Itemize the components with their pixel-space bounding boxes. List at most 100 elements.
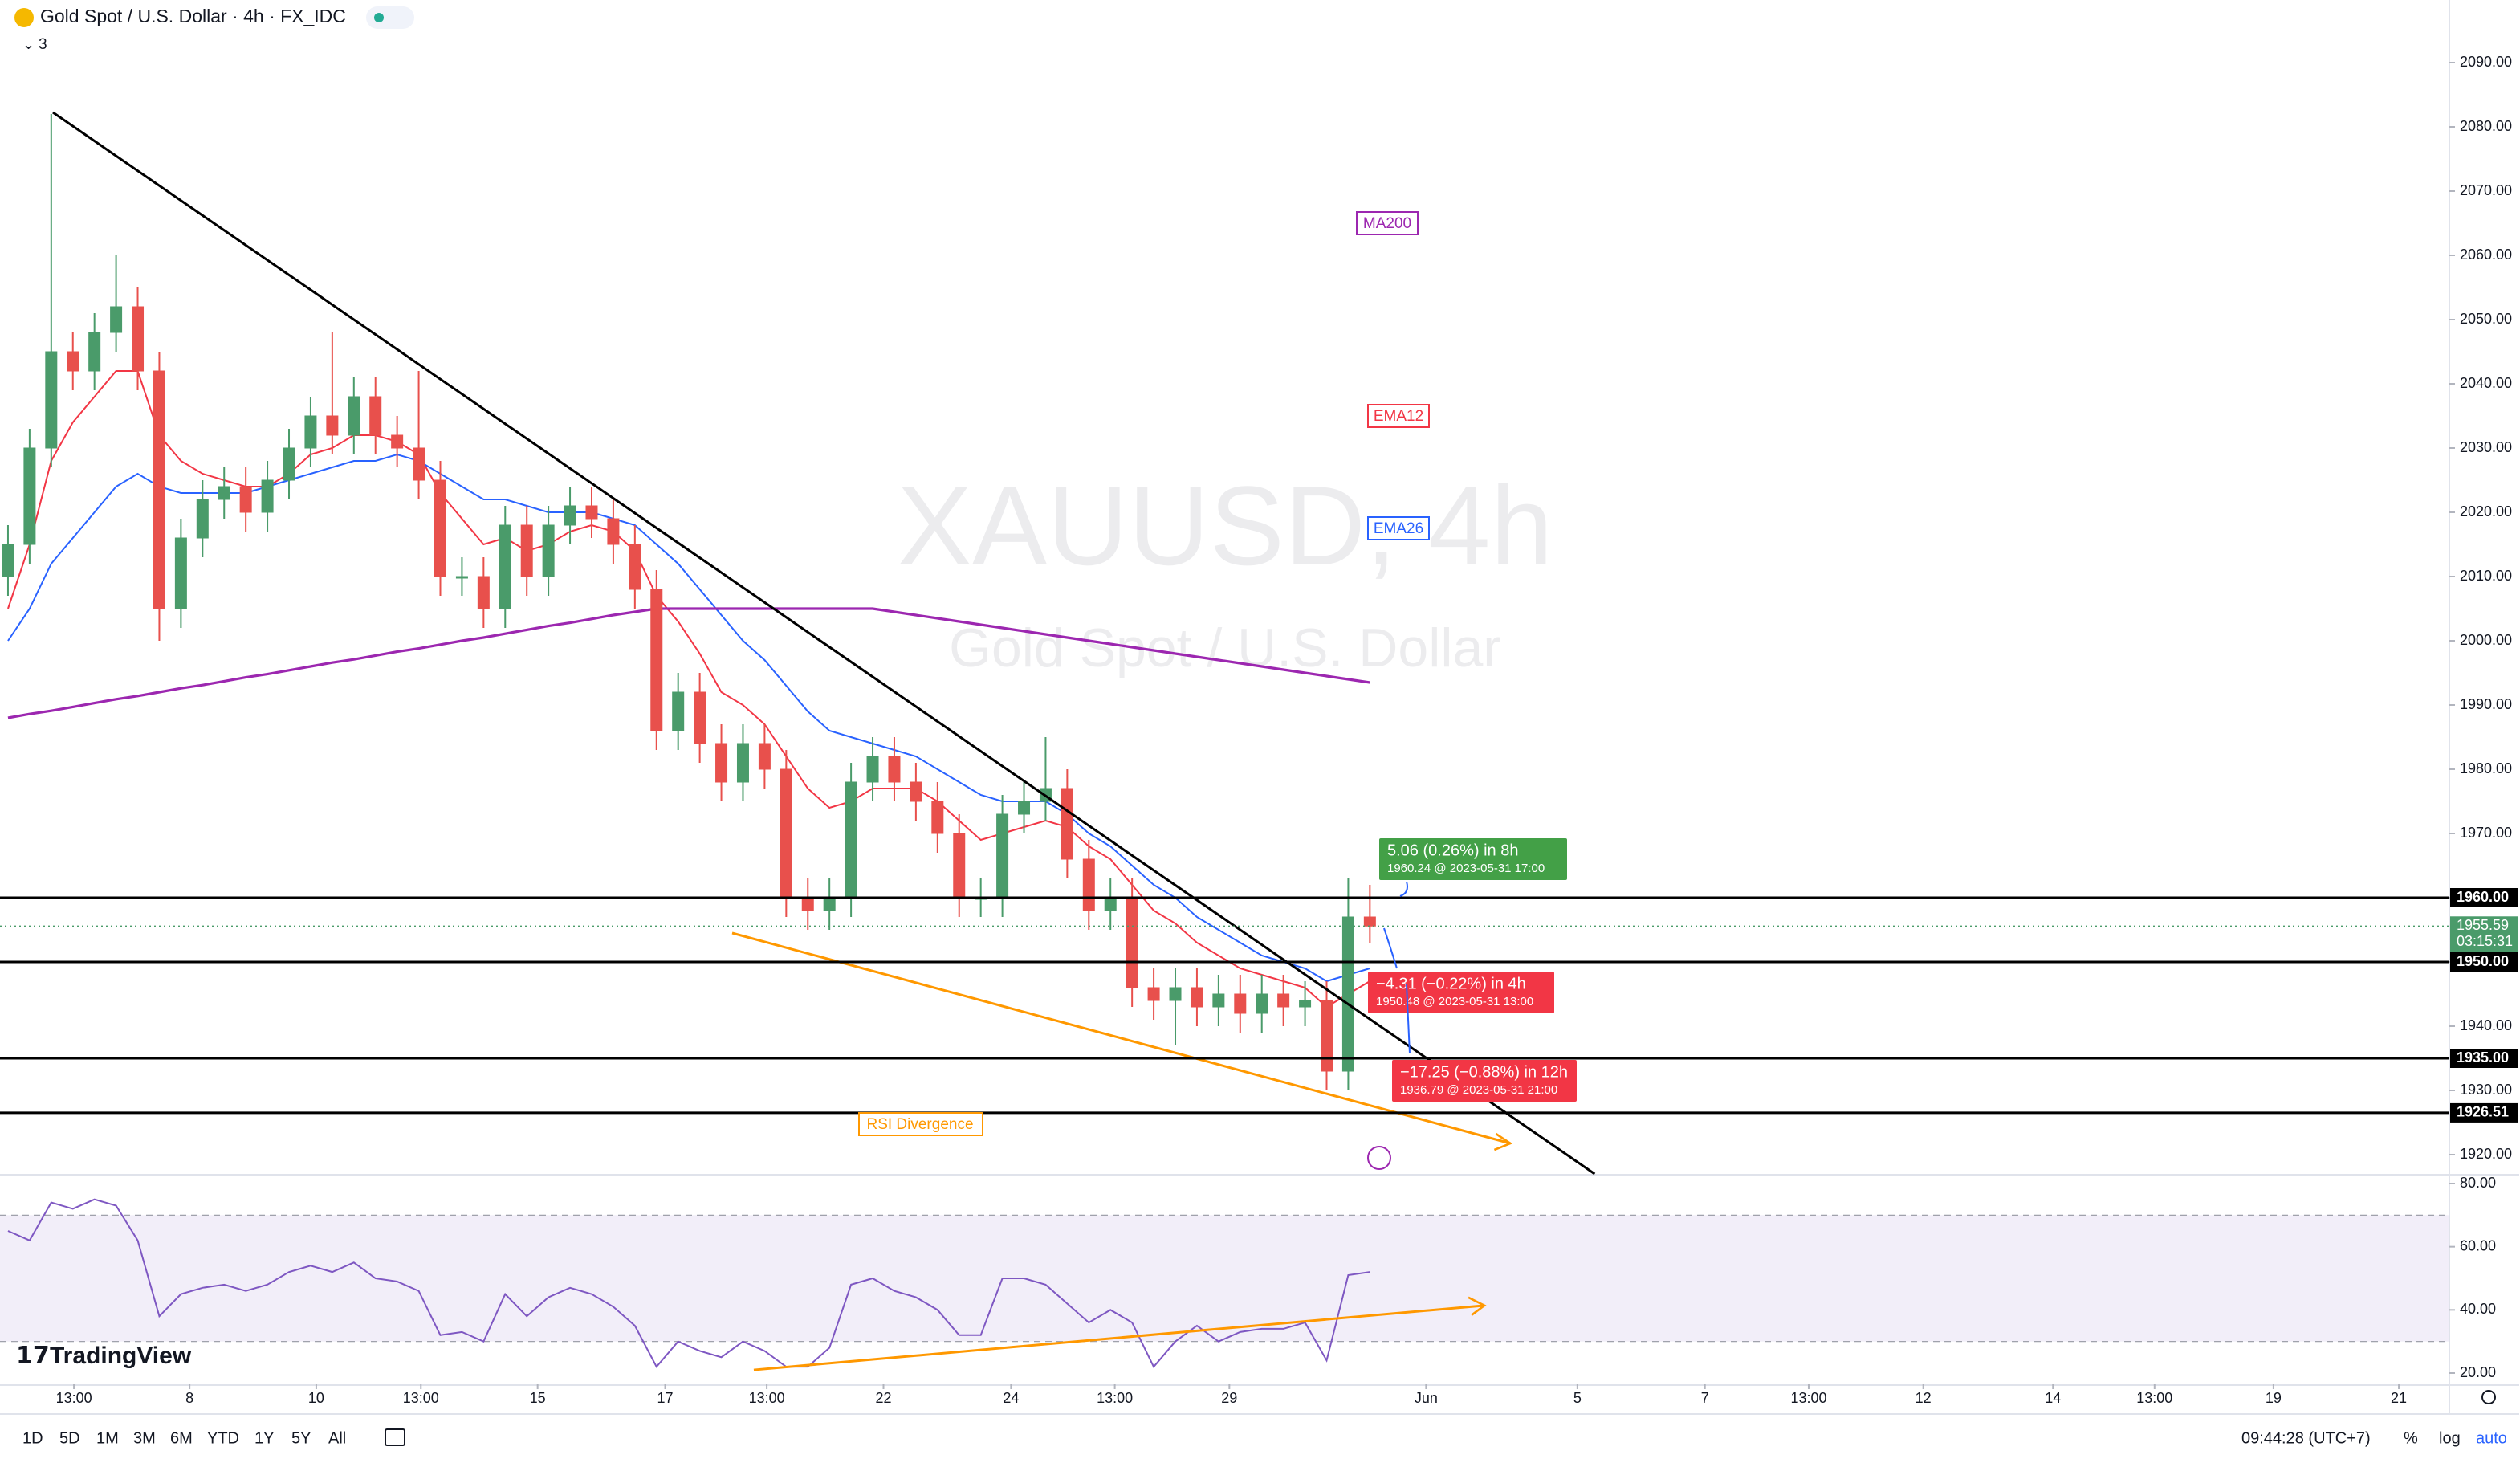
- x-tick-label: 13:00: [56, 1390, 92, 1406]
- candle-body: [845, 781, 857, 899]
- indicator-line: [7, 453, 1370, 983]
- scale-option[interactable]: log: [2439, 1429, 2461, 1447]
- range-button[interactable]: 1M: [96, 1429, 119, 1447]
- indicator-count[interactable]: 3: [39, 36, 47, 53]
- level-label-bg: [2450, 952, 2518, 972]
- annotation-box: [858, 1112, 983, 1136]
- indicator-line: [7, 607, 1370, 719]
- candle-body: [413, 447, 425, 481]
- candle-body: [564, 505, 576, 526]
- level-label-bg: [2450, 888, 2518, 907]
- candle-body: [239, 486, 252, 513]
- candle-body: [910, 781, 922, 802]
- y-tick-label: 2050.00: [2460, 311, 2512, 327]
- x-tick-label: 22: [875, 1390, 891, 1406]
- candle-body: [369, 396, 382, 436]
- level-label: 1950.00: [2457, 953, 2509, 969]
- y-tick-label: 1940.00: [2460, 1017, 2512, 1033]
- candle-body: [283, 447, 295, 481]
- candle-body: [1169, 987, 1182, 1001]
- candle-body: [607, 518, 620, 545]
- y-tick-label: 2000.00: [2460, 632, 2512, 648]
- range-button[interactable]: 3M: [133, 1429, 156, 1447]
- candle-body: [1341, 916, 1354, 1072]
- projection-box: [1379, 838, 1567, 880]
- clock: 09:44:28 (UTC+7): [2241, 1429, 2371, 1447]
- candle-body: [2, 544, 14, 577]
- scale-option[interactable]: auto: [2476, 1429, 2507, 1447]
- projection-text: 5.06 (0.26%) in 8h: [1387, 841, 1518, 859]
- countdown: 03:15:31: [2457, 933, 2513, 949]
- candle-body: [650, 589, 663, 731]
- x-tick-label: Jun: [1415, 1390, 1438, 1406]
- candle-body: [1061, 788, 1073, 860]
- y-tick-label: 1930.00: [2460, 1082, 2512, 1098]
- candle-body: [520, 524, 533, 577]
- range-button[interactable]: YTD: [207, 1429, 239, 1447]
- y-tick-label: 2040.00: [2460, 375, 2512, 391]
- y-tick-label: 1980.00: [2460, 760, 2512, 776]
- indicator-tag-box: [1367, 404, 1430, 428]
- symbol-icon: [14, 8, 34, 27]
- level-label: 1935.00: [2457, 1049, 2509, 1066]
- candle-body: [196, 499, 209, 539]
- candle-body: [585, 505, 598, 520]
- x-tick-label: 24: [1003, 1390, 1019, 1406]
- candle-body: [996, 813, 1009, 899]
- y-tick-label: 2070.00: [2460, 182, 2512, 198]
- range-button[interactable]: 1D: [22, 1429, 43, 1447]
- candle-body: [110, 306, 123, 333]
- candle-body: [1299, 1000, 1312, 1008]
- candle-body: [23, 447, 36, 545]
- indicator-tag-box: [1367, 516, 1430, 540]
- event-icon: [1367, 1146, 1391, 1170]
- rsi-line: [7, 1198, 1370, 1368]
- range-button[interactable]: 1Y: [254, 1429, 274, 1447]
- range-button[interactable]: All: [328, 1429, 346, 1447]
- y-tick-label: 2010.00: [2460, 568, 2512, 584]
- goto-date-icon[interactable]: [385, 1428, 405, 1446]
- watermark-symbol: XAUUSD, 4h: [898, 463, 1553, 589]
- rsi-tick-label: 40.00: [2460, 1301, 2496, 1317]
- candle-body: [672, 691, 685, 731]
- toolbar: 1D 5D 1M 3M 6M YTD 1Y 5Y All% log auto: [22, 1390, 2507, 1447]
- candle-body: [391, 434, 404, 449]
- x-tick-label: 13:00: [1790, 1390, 1826, 1406]
- candle-body: [1147, 987, 1160, 1001]
- y-tick-label: 1970.00: [2460, 825, 2512, 841]
- projection-detail: 1950.48 @ 2023-05-31 13:00: [1376, 995, 1533, 1009]
- range-button[interactable]: 6M: [170, 1429, 193, 1447]
- candle-body: [542, 524, 555, 577]
- x-tick-label: 10: [308, 1390, 324, 1406]
- candle-body: [326, 415, 339, 436]
- candle-body: [132, 306, 145, 372]
- range-button[interactable]: 5D: [59, 1429, 80, 1447]
- candle-body: [780, 768, 792, 899]
- candle-body: [1018, 801, 1031, 815]
- candle-body: [1277, 993, 1290, 1008]
- settings-icon[interactable]: [2481, 1390, 2496, 1404]
- x-tick-label: 29: [1221, 1390, 1237, 1406]
- projection-detail: 1960.24 @ 2023-05-31 17:00: [1387, 862, 1545, 875]
- scale-option[interactable]: %: [2404, 1429, 2418, 1447]
- indicator-toggle[interactable]: ⌄: [22, 36, 35, 52]
- candle-body: [1082, 858, 1095, 911]
- arrow-head: [1493, 1132, 1513, 1151]
- candle-body: [736, 743, 749, 783]
- indicator-tag: EMA12: [1374, 408, 1423, 425]
- range-button[interactable]: 5Y: [291, 1429, 311, 1447]
- symbol-title: Gold Spot / U.S. Dollar · 4h · FX_IDC: [40, 6, 346, 26]
- arrow-head: [1468, 1296, 1487, 1316]
- candle-body: [67, 351, 79, 372]
- plot: 1920.001930.001940.001950.001960.001970.…: [0, 54, 2518, 1406]
- candle-body: [1104, 897, 1117, 911]
- y-tick-label: 2080.00: [2460, 118, 2512, 134]
- projection-arrow: [1383, 927, 1398, 969]
- projection-box: [1392, 1060, 1577, 1102]
- x-tick-label: 15: [530, 1390, 546, 1406]
- status-dot: [374, 13, 384, 22]
- x-tick-label: 8: [185, 1390, 193, 1406]
